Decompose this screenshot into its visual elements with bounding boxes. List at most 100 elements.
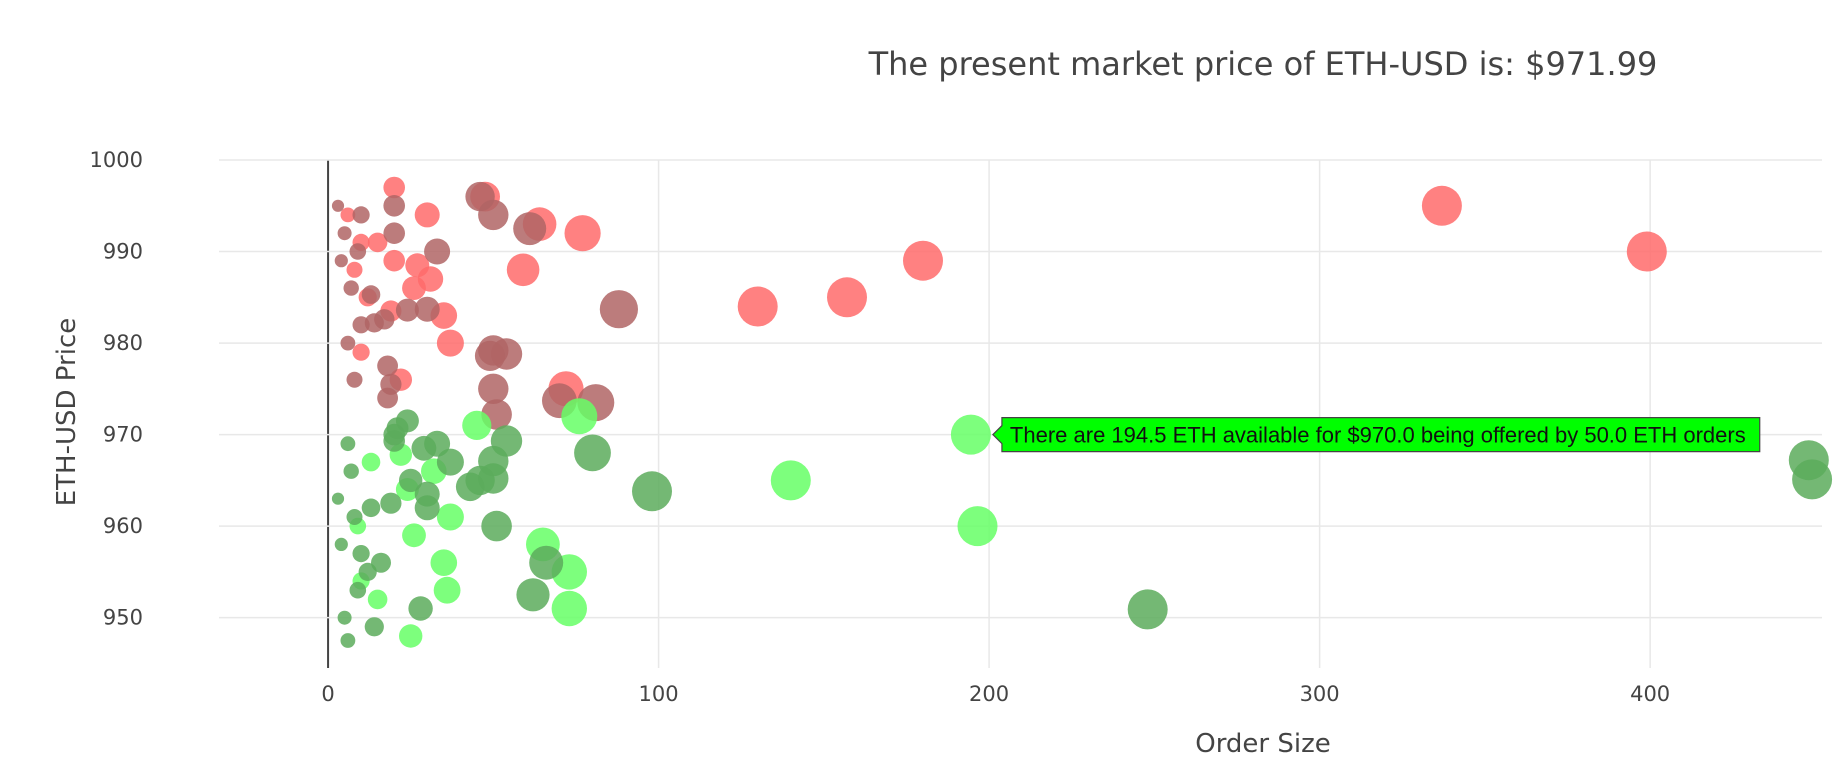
ask-point-dark[interactable] bbox=[414, 296, 440, 322]
hover-tooltip: There are 194.5 ETH available for $970.0… bbox=[992, 416, 1761, 453]
x-tick-label: 200 bbox=[969, 682, 1009, 706]
bid-point-dark[interactable] bbox=[383, 430, 406, 452]
ask-point-dark[interactable] bbox=[349, 243, 367, 260]
ask-point-dark[interactable] bbox=[337, 226, 352, 241]
ask-point[interactable] bbox=[346, 261, 363, 278]
bid-point-dark[interactable] bbox=[574, 434, 611, 472]
y-tick-label: 980 bbox=[103, 331, 143, 355]
ask-point-dark[interactable] bbox=[352, 206, 370, 224]
bid-point-dark[interactable] bbox=[436, 448, 464, 476]
bid-point-dark[interactable] bbox=[399, 468, 423, 493]
ask-point[interactable] bbox=[1421, 185, 1462, 226]
tooltip-box bbox=[992, 416, 1761, 453]
bid-point-dark[interactable] bbox=[352, 545, 370, 563]
bid-point-dark[interactable] bbox=[411, 435, 437, 461]
bid-point[interactable] bbox=[361, 452, 381, 472]
bid-point[interactable] bbox=[367, 589, 388, 610]
ask-point[interactable] bbox=[405, 253, 430, 278]
bid-point[interactable] bbox=[551, 590, 587, 627]
bid-point-dark[interactable] bbox=[455, 472, 485, 502]
x-tick-label: 400 bbox=[1630, 682, 1670, 706]
bid-point-dark[interactable] bbox=[1127, 589, 1168, 630]
bid-point-dark[interactable] bbox=[371, 552, 391, 573]
bid-point-dark[interactable] bbox=[340, 436, 356, 452]
ask-point[interactable] bbox=[383, 249, 406, 272]
ask-point[interactable] bbox=[436, 329, 464, 357]
bid-point-dark[interactable] bbox=[414, 495, 440, 521]
ask-point[interactable] bbox=[383, 176, 406, 199]
ask-point-dark[interactable] bbox=[478, 199, 509, 231]
ask-point[interactable] bbox=[340, 207, 356, 223]
y-tick-label: 970 bbox=[103, 423, 143, 447]
ask-point-dark[interactable] bbox=[352, 316, 370, 334]
x-tick-label: 0 bbox=[321, 682, 334, 706]
ask-point-dark[interactable] bbox=[340, 335, 356, 351]
y-tick-label: 1000 bbox=[90, 148, 143, 172]
bid-point[interactable] bbox=[433, 576, 461, 604]
bid-point[interactable] bbox=[430, 549, 458, 576]
bid-point-dark[interactable] bbox=[340, 633, 356, 648]
x-tick-label: 300 bbox=[1300, 682, 1340, 706]
bid-point[interactable] bbox=[462, 410, 492, 440]
y-tick-label: 950 bbox=[103, 606, 143, 630]
ask-point-dark[interactable] bbox=[361, 285, 381, 304]
ask-point-dark[interactable] bbox=[513, 212, 547, 246]
ask-point-dark[interactable] bbox=[474, 340, 506, 371]
bid-point[interactable] bbox=[399, 624, 423, 648]
y-tick-label: 990 bbox=[103, 240, 143, 264]
ask-point[interactable] bbox=[564, 215, 601, 252]
bid-point[interactable] bbox=[561, 398, 598, 435]
ask-point-dark[interactable] bbox=[424, 238, 451, 265]
bid-point-dark[interactable] bbox=[334, 537, 348, 552]
x-axis-title: Order Size bbox=[1195, 729, 1331, 759]
bid-point[interactable] bbox=[950, 414, 991, 455]
ask-point-dark[interactable] bbox=[478, 373, 509, 404]
ask-point-dark[interactable] bbox=[334, 254, 348, 268]
y-axis-title: ETH-USD Price bbox=[52, 318, 82, 507]
ask-point[interactable] bbox=[1626, 231, 1667, 272]
bid-point-dark[interactable] bbox=[358, 562, 377, 582]
ask-point-dark[interactable] bbox=[599, 290, 639, 329]
chart-title: The present market price of ETH-USD is: … bbox=[868, 45, 1658, 83]
bid-point-dark[interactable] bbox=[343, 463, 359, 479]
bid-point[interactable] bbox=[770, 460, 811, 501]
ask-point[interactable] bbox=[402, 276, 426, 300]
ask-point[interactable] bbox=[367, 232, 388, 253]
ask-point-dark[interactable] bbox=[331, 199, 345, 212]
bid-point-dark[interactable] bbox=[331, 492, 345, 505]
ask-point-dark[interactable] bbox=[383, 222, 406, 244]
ask-point-dark[interactable] bbox=[377, 387, 398, 409]
ask-point-dark[interactable] bbox=[377, 355, 398, 377]
ask-point-dark[interactable] bbox=[383, 195, 406, 217]
ask-point[interactable] bbox=[827, 277, 867, 318]
ask-point[interactable] bbox=[506, 253, 540, 287]
bid-point-dark[interactable] bbox=[349, 581, 367, 599]
y-tick-label: 960 bbox=[103, 514, 143, 538]
bid-point-dark[interactable] bbox=[516, 578, 550, 612]
bid-point-dark[interactable] bbox=[361, 498, 381, 518]
bid-point-dark[interactable] bbox=[364, 617, 384, 637]
bid-point[interactable] bbox=[402, 523, 426, 548]
bid-point-dark[interactable] bbox=[481, 510, 512, 542]
bid-point-dark[interactable] bbox=[1792, 459, 1833, 500]
x-tick-label: 100 bbox=[639, 682, 679, 706]
bid-point-dark[interactable] bbox=[337, 610, 352, 625]
bid-point[interactable] bbox=[957, 506, 998, 547]
ask-point-dark[interactable] bbox=[346, 371, 363, 388]
bid-point-dark[interactable] bbox=[408, 596, 433, 621]
ask-point-dark[interactable] bbox=[343, 280, 359, 296]
axis-ticks: 0 100 200 300 400 950 960 970 980 990 1000 bbox=[90, 148, 1671, 706]
ask-point[interactable] bbox=[903, 240, 943, 281]
bid-point-dark[interactable] bbox=[346, 509, 363, 525]
bid-point-dark[interactable] bbox=[632, 471, 672, 512]
ask-point[interactable] bbox=[352, 343, 370, 361]
bid-point-dark[interactable] bbox=[529, 545, 564, 580]
bid-point-dark[interactable] bbox=[380, 492, 402, 514]
ask-point-dark[interactable] bbox=[364, 313, 384, 333]
bid-point[interactable] bbox=[436, 503, 464, 531]
ask-point[interactable] bbox=[414, 202, 440, 228]
data-points bbox=[331, 176, 1833, 648]
ask-point-dark[interactable] bbox=[395, 298, 419, 322]
ask-point[interactable] bbox=[737, 286, 778, 327]
